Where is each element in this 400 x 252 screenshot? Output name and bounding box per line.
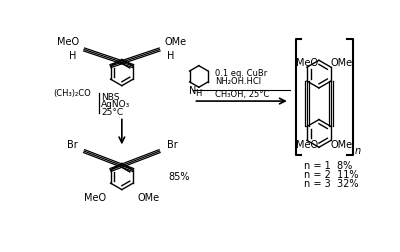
Text: n = 3  32%: n = 3 32% xyxy=(304,179,358,189)
Text: NH₂OH.HCl: NH₂OH.HCl xyxy=(215,77,261,86)
Text: Br: Br xyxy=(67,140,78,150)
Text: OMe: OMe xyxy=(330,140,353,150)
Text: (CH₃)₂CO: (CH₃)₂CO xyxy=(53,89,91,98)
Text: MeO: MeO xyxy=(296,140,318,150)
Text: H: H xyxy=(69,51,76,61)
Text: MeO: MeO xyxy=(84,193,106,203)
Text: OMe: OMe xyxy=(330,57,353,68)
Text: n: n xyxy=(354,146,360,156)
Text: AgNO₃: AgNO₃ xyxy=(101,101,130,109)
Text: H: H xyxy=(195,89,201,98)
Text: OMe: OMe xyxy=(138,193,160,203)
Text: 25°C: 25°C xyxy=(101,108,123,117)
Text: n = 1  8%: n = 1 8% xyxy=(304,161,352,171)
Text: n = 2  11%: n = 2 11% xyxy=(304,170,358,180)
Text: 0.1 eq. CuBr: 0.1 eq. CuBr xyxy=(215,69,267,78)
Text: OMe: OMe xyxy=(165,37,187,47)
Text: CH₃OH, 25°C: CH₃OH, 25°C xyxy=(215,90,269,100)
Text: 85%: 85% xyxy=(168,172,190,181)
Text: MeO: MeO xyxy=(57,37,79,47)
Text: MeO: MeO xyxy=(296,57,318,68)
Text: H: H xyxy=(168,51,175,61)
Text: N: N xyxy=(189,86,196,96)
Text: NBS: NBS xyxy=(101,93,120,102)
Text: Br: Br xyxy=(166,140,177,150)
